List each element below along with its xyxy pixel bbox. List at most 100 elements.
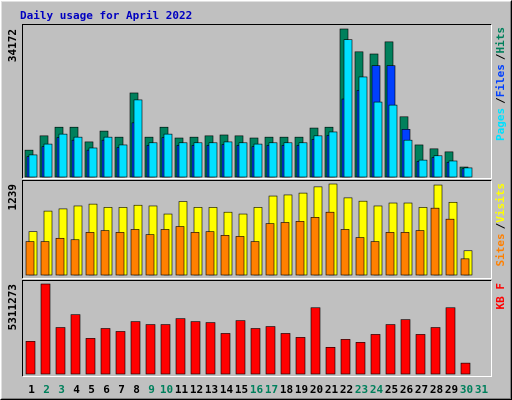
- bar: [130, 229, 140, 276]
- legend-entry: Pages: [494, 108, 507, 141]
- x-tick-label: 20: [310, 383, 323, 396]
- bar: [385, 232, 395, 276]
- bar: [103, 136, 113, 178]
- x-tick-label: 12: [190, 383, 203, 396]
- bar: [370, 241, 380, 276]
- x-tick-label: 28: [430, 383, 443, 396]
- bar: [280, 222, 290, 276]
- x-tick-label: 18: [280, 383, 293, 396]
- bar: [193, 142, 203, 178]
- bar: [460, 362, 471, 375]
- bar: [115, 331, 126, 375]
- bar: [100, 328, 111, 375]
- bar: [220, 333, 231, 375]
- legend-entry: Hits: [494, 27, 507, 54]
- bar: [445, 307, 456, 375]
- x-tick-label: 4: [73, 383, 80, 396]
- x-tick-label: 21: [325, 383, 339, 396]
- x-tick-label: 6: [103, 383, 110, 396]
- x-tick-label: 15: [235, 383, 248, 396]
- bar: [265, 326, 276, 375]
- bar: [133, 99, 143, 178]
- panel-dark: [22, 180, 492, 279]
- bar: [445, 218, 455, 276]
- bar: [253, 143, 263, 178]
- bar: [265, 223, 275, 276]
- bar: [235, 236, 245, 276]
- bar: [388, 104, 398, 178]
- bar: [370, 334, 381, 375]
- bar: [460, 258, 470, 276]
- chart-title: Daily usage for April 2022: [20, 9, 192, 22]
- bar: [85, 338, 96, 375]
- x-tick-label: 31: [475, 383, 489, 396]
- bar: [25, 241, 35, 276]
- bar: [130, 321, 141, 375]
- bar: [280, 333, 291, 375]
- bar: [340, 339, 351, 375]
- bar: [355, 342, 366, 375]
- bar: [205, 322, 216, 375]
- x-tick-label: 3: [58, 383, 65, 396]
- bar: [208, 142, 218, 178]
- bar: [328, 131, 338, 178]
- legend: KB F: [494, 283, 507, 310]
- x-tick-label: 1: [28, 383, 35, 396]
- y-tick-label: 1239: [6, 184, 19, 211]
- bar: [40, 283, 51, 375]
- x-tick-label: 26: [400, 383, 414, 396]
- x-tick-label: 30: [460, 383, 473, 396]
- bar: [355, 237, 365, 276]
- bar: [223, 141, 233, 178]
- bar: [25, 341, 36, 375]
- bar: [58, 133, 68, 178]
- panel-dark: [22, 24, 492, 179]
- bar: [73, 136, 83, 178]
- bar: [430, 207, 440, 276]
- x-tick-label: 19: [295, 383, 308, 396]
- bar: [298, 142, 308, 178]
- x-tick-label: 14: [220, 383, 234, 396]
- x-tick-label: 24: [370, 383, 384, 396]
- panel-light: [22, 280, 492, 377]
- bar: [250, 328, 261, 375]
- legend-entry: Visits: [494, 183, 507, 223]
- bar: [220, 235, 230, 276]
- x-tick-label: 7: [118, 383, 125, 396]
- bar: [205, 231, 215, 276]
- bar: [400, 232, 410, 276]
- bar: [268, 142, 278, 178]
- x-tick-label: 5: [88, 383, 95, 396]
- x-tick-label: 25: [385, 383, 398, 396]
- bar: [190, 321, 201, 375]
- x-tick-label: 10: [160, 383, 173, 396]
- legend-entry: Files: [494, 64, 507, 97]
- y-tick-label: 34172: [6, 29, 19, 62]
- bar: [148, 142, 158, 178]
- panel-light: [22, 24, 492, 179]
- bar: [175, 226, 185, 276]
- bar: [415, 334, 426, 375]
- bar: [325, 346, 336, 375]
- bar: [400, 319, 411, 375]
- bar: [250, 241, 260, 276]
- x-tick-label: 27: [415, 383, 428, 396]
- bar: [385, 324, 396, 375]
- bar: [238, 142, 248, 178]
- bar: [70, 239, 80, 276]
- bar: [358, 76, 368, 178]
- bar: [145, 324, 156, 375]
- bar: [40, 241, 50, 276]
- bar: [403, 139, 413, 178]
- x-tick-label: 22: [340, 383, 353, 396]
- bar: [175, 318, 186, 375]
- bar: [235, 320, 246, 375]
- bar: [43, 143, 53, 178]
- x-tick-label: 11: [175, 383, 189, 396]
- bar: [373, 101, 383, 178]
- x-tick-label: 16: [250, 383, 264, 396]
